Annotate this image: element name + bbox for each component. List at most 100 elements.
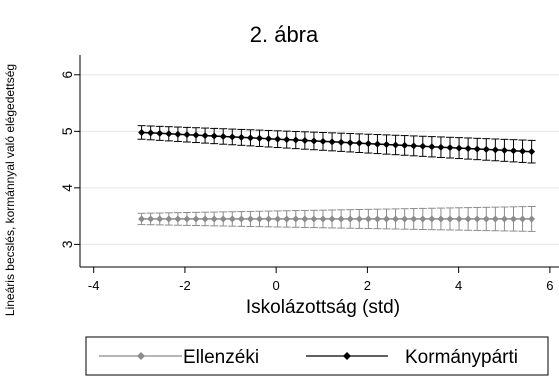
plot-area: 3 4 5 6 -4 -2 0 2 4 6	[59, 55, 559, 293]
point-kormanyparti	[464, 145, 472, 153]
point-ellenzeki	[174, 215, 182, 223]
point-ellenzeki	[392, 215, 400, 223]
point-ellenzeki	[274, 215, 282, 223]
point-kormanyparti	[382, 141, 390, 149]
point-kormanyparti	[292, 136, 300, 144]
point-kormanyparti	[437, 143, 445, 151]
point-ellenzeki	[183, 215, 191, 223]
x-axis-label: Iskolázottság (std)	[246, 297, 400, 318]
point-ellenzeki	[147, 215, 155, 223]
x-tick-label: 6	[546, 278, 553, 293]
point-kormanyparti	[519, 147, 527, 155]
point-ellenzeki	[237, 215, 245, 223]
point-kormanyparti	[210, 132, 218, 140]
point-ellenzeki	[446, 215, 454, 223]
point-kormanyparti	[455, 144, 463, 152]
point-ellenzeki	[256, 215, 264, 223]
point-kormanyparti	[401, 141, 409, 149]
point-kormanyparti	[491, 146, 499, 154]
x-tick-label: 0	[273, 278, 280, 293]
point-kormanyparti	[410, 142, 418, 150]
point-kormanyparti	[183, 131, 191, 139]
point-kormanyparti	[509, 147, 517, 155]
point-kormanyparti	[301, 136, 309, 144]
point-ellenzeki	[464, 215, 472, 223]
point-ellenzeki	[201, 215, 209, 223]
point-ellenzeki	[355, 215, 363, 223]
point-ellenzeki	[310, 215, 318, 223]
point-ellenzeki	[401, 215, 409, 223]
point-ellenzeki	[219, 215, 227, 223]
point-kormanyparti	[165, 130, 173, 138]
legend-label-kormanyparti: Kormánypárti	[405, 347, 518, 368]
y-tick-label: 6	[59, 71, 75, 79]
point-kormanyparti	[283, 136, 291, 144]
point-ellenzeki	[319, 215, 327, 223]
point-ellenzeki	[519, 215, 527, 223]
point-kormanyparti	[192, 131, 200, 139]
point-kormanyparti	[428, 143, 436, 151]
point-ellenzeki	[292, 215, 300, 223]
point-ellenzeki	[509, 215, 517, 223]
y-tick-label: 5	[59, 127, 75, 135]
point-kormanyparti	[265, 135, 273, 143]
point-kormanyparti	[328, 138, 336, 146]
point-kormanyparti	[337, 138, 345, 146]
point-ellenzeki	[210, 215, 218, 223]
point-ellenzeki	[337, 215, 345, 223]
point-ellenzeki	[165, 215, 173, 223]
point-kormanyparti	[500, 146, 508, 154]
point-kormanyparti	[346, 139, 354, 147]
y-tick-label: 4	[59, 184, 75, 192]
legend-marker-ellenzeki	[137, 352, 145, 360]
point-ellenzeki	[437, 215, 445, 223]
point-ellenzeki	[410, 215, 418, 223]
x-tick-label: -2	[179, 278, 191, 293]
point-ellenzeki	[428, 215, 436, 223]
point-ellenzeki	[491, 215, 499, 223]
point-kormanyparti	[219, 132, 227, 140]
point-ellenzeki	[528, 215, 536, 223]
legend-marker-kormanyparti	[343, 352, 351, 360]
point-kormanyparti	[237, 133, 245, 141]
point-ellenzeki	[373, 215, 381, 223]
chart-title: 2. ábra	[250, 22, 319, 47]
x-tick-label: 4	[455, 278, 462, 293]
point-kormanyparti	[246, 134, 254, 142]
point-kormanyparti	[310, 137, 318, 145]
y-axis-label: Lineáris becslés, kormánnyal való eléged…	[3, 64, 17, 316]
point-ellenzeki	[473, 215, 481, 223]
point-kormanyparti	[364, 140, 372, 148]
point-kormanyparti	[174, 130, 182, 138]
point-ellenzeki	[138, 215, 146, 223]
point-ellenzeki	[228, 215, 236, 223]
point-kormanyparti	[138, 128, 146, 136]
point-ellenzeki	[192, 215, 200, 223]
point-ellenzeki	[382, 215, 390, 223]
point-ellenzeki	[265, 215, 273, 223]
legend: Ellenzéki Kormánypárti	[85, 336, 549, 376]
point-kormanyparti	[392, 141, 400, 149]
point-kormanyparti	[228, 133, 236, 141]
point-ellenzeki	[482, 215, 490, 223]
point-ellenzeki	[328, 215, 336, 223]
point-kormanyparti	[473, 145, 481, 153]
point-kormanyparti	[256, 134, 264, 142]
point-kormanyparti	[147, 129, 155, 137]
point-ellenzeki	[246, 215, 254, 223]
point-kormanyparti	[201, 132, 209, 140]
point-kormanyparti	[528, 148, 536, 156]
series-line-kormanyparti	[141, 131, 532, 153]
y-tick-label: 3	[59, 240, 75, 248]
point-ellenzeki	[156, 215, 164, 223]
point-ellenzeki	[346, 215, 354, 223]
x-tick-label: -4	[88, 278, 100, 293]
x-tick-label: 2	[364, 278, 371, 293]
point-ellenzeki	[283, 215, 291, 223]
point-kormanyparti	[482, 145, 490, 153]
point-kormanyparti	[274, 135, 282, 143]
point-kormanyparti	[419, 142, 427, 150]
point-ellenzeki	[301, 215, 309, 223]
point-kormanyparti	[319, 137, 327, 145]
